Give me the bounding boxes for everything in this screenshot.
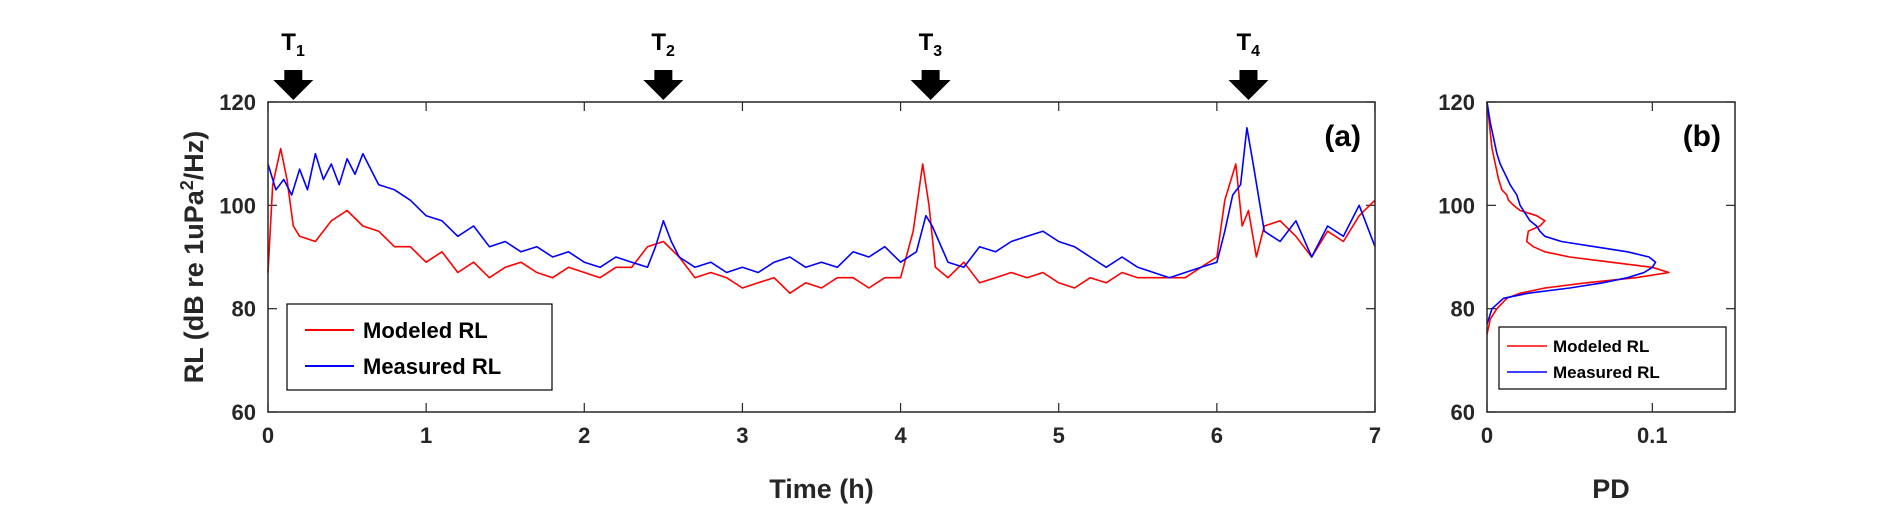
down-arrow-icon <box>910 70 951 100</box>
panel-b-label: (b) <box>1683 120 1721 153</box>
panel-a-legend: Modeled RL Measured RL <box>286 303 553 391</box>
event-marker-label: T1 <box>281 29 305 60</box>
y-tick-label: 120 <box>219 90 256 115</box>
panel-a-ticks: 0 1 2 3 4 5 6 7 60 80 100 120 <box>219 90 1381 448</box>
y-tick-label: 80 <box>1451 297 1475 322</box>
y-tick-label: 100 <box>219 193 256 218</box>
x-tick-label: 6 <box>1211 423 1223 448</box>
panel-b-probability-density: 0 0.1 60 80 100 120 (b) PD Modeled RL Measure… <box>1438 90 1736 504</box>
x-tick-label: 0.1 <box>1637 423 1668 448</box>
panel-b-frame <box>1486 101 1736 413</box>
event-marker-label: T3 <box>919 29 943 60</box>
y-tick-label: 80 <box>232 297 256 322</box>
down-arrow-icon <box>273 70 314 100</box>
x-tick-label: 7 <box>1369 423 1381 448</box>
legend-box <box>1498 326 1727 390</box>
y-axis-label-main: RL (dB re 1uPa <box>179 189 209 383</box>
panel-b-legend: Modeled RL Measured RL <box>1498 326 1727 390</box>
event-marker-label: T4 <box>1236 29 1260 60</box>
panel-a-frame <box>267 101 1376 413</box>
legend-label-measured: Measured RL <box>1553 363 1660 382</box>
y-tick-label: 120 <box>1438 90 1475 115</box>
event-marker: T2 <box>643 29 684 100</box>
event-marker: T4 <box>1228 29 1269 100</box>
x-tick-label: 0 <box>262 423 274 448</box>
x-tick-label: 2 <box>578 423 590 448</box>
x-tick-label: 4 <box>894 423 907 448</box>
panel-a-time-series: 0 1 2 3 4 5 6 7 60 80 100 120 T1 T2 T3 T4 (a) Time (h)… <box>177 29 1381 504</box>
y-axis-label-tail: /Hz) <box>179 131 209 181</box>
x-tick-label: 3 <box>736 423 748 448</box>
y-tick-label: 60 <box>232 400 256 425</box>
measured-rl-pd-curve <box>1486 101 1657 325</box>
down-arrow-icon <box>643 70 684 100</box>
legend-label-measured: Measured RL <box>363 354 501 379</box>
panel-a-series <box>267 127 1376 295</box>
legend-label-modeled: Modeled RL <box>363 318 488 343</box>
x-tick-label: 5 <box>1053 423 1065 448</box>
legend-label-modeled: Modeled RL <box>1553 337 1649 356</box>
legend-box <box>286 303 553 391</box>
panel-b-ticks: 0 0.1 60 80 100 120 <box>1438 90 1735 448</box>
y-tick-label: 100 <box>1438 193 1475 218</box>
panel-a-label: (a) <box>1324 120 1361 153</box>
y-axis-label-superscript: 2 <box>177 180 197 190</box>
event-marker-label: T2 <box>651 29 675 60</box>
panel-b-series <box>1486 101 1670 335</box>
event-marker: T1 <box>273 29 314 100</box>
x-tick-label: 1 <box>420 423 432 448</box>
event-markers: T1 T2 T3 T4 <box>273 29 1269 100</box>
panel-b-x-axis-label: PD <box>1592 474 1630 504</box>
panel-a-x-axis-label: Time (h) <box>769 474 874 504</box>
panel-a-y-axis-label: RL (dB re 1uPa2/Hz) <box>177 131 209 384</box>
event-marker: T3 <box>910 29 951 100</box>
modeled-rl-pd-curve <box>1486 101 1670 335</box>
modeled-rl-line <box>267 147 1376 295</box>
y-tick-label: 60 <box>1451 400 1475 425</box>
down-arrow-icon <box>1228 70 1269 100</box>
measured-rl-line <box>267 127 1376 279</box>
x-tick-label: 0 <box>1481 423 1493 448</box>
